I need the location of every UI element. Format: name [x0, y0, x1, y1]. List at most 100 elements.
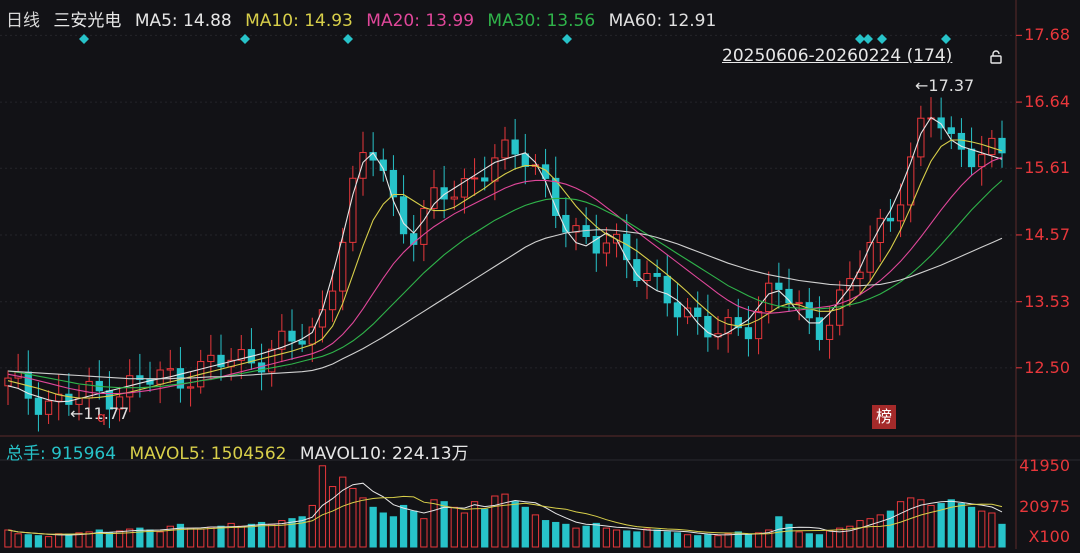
- candle-body: [186, 386, 195, 389]
- volume-bar: [876, 514, 884, 548]
- volume-bar: [115, 530, 124, 548]
- volume-bar: [126, 528, 134, 548]
- candle-body: [318, 309, 327, 328]
- candle-body: [602, 242, 611, 254]
- candle-body: [683, 307, 692, 318]
- candle-body: [612, 233, 621, 244]
- price-tick-label: 15.61: [1024, 158, 1070, 178]
- candle-body: [237, 349, 245, 361]
- volume-bar: [836, 527, 844, 548]
- volume-bar: [653, 529, 661, 548]
- price-header: 日线 三安光电 MA5: 14.88 MA10: 14.93 MA20: 13.…: [6, 6, 724, 31]
- volume-bar: [44, 536, 53, 548]
- volume-bar: [795, 531, 803, 548]
- candle-body: [744, 327, 753, 340]
- volume-bar: [602, 527, 611, 548]
- event-diamond: [240, 34, 250, 44]
- volume-bar: [927, 504, 935, 548]
- candle-body: [947, 127, 955, 134]
- volume-bar: [328, 486, 337, 548]
- volume-bar: [105, 532, 114, 548]
- candle-body: [663, 275, 671, 304]
- volume-bar: [785, 523, 793, 548]
- price-tick-label: 16.64: [1024, 92, 1070, 112]
- candle-body: [957, 132, 966, 150]
- volume-bar: [217, 525, 225, 548]
- candle-body: [785, 288, 793, 304]
- candle-body: [349, 177, 357, 243]
- candle-body: [278, 330, 286, 350]
- volume-bar: [978, 510, 986, 548]
- candle-body: [592, 235, 600, 254]
- volume-bar: [805, 533, 813, 548]
- candle-body: [115, 396, 124, 410]
- candle-body: [166, 368, 174, 371]
- candle-body: [754, 311, 763, 340]
- ma-line-ma30: [7, 179, 1003, 389]
- candle-body: [420, 207, 428, 245]
- volume-bar: [531, 514, 540, 548]
- volume-bar: [75, 532, 83, 548]
- candle-body: [673, 302, 682, 318]
- volume-bar: [907, 497, 915, 548]
- candle-body: [521, 153, 529, 167]
- volume-bar: [207, 526, 215, 548]
- high-annotation: ←17.37: [915, 76, 975, 95]
- volume-bar: [886, 510, 895, 548]
- candle-body: [876, 217, 884, 244]
- price-tick-label: 17.68: [1024, 25, 1070, 45]
- volume-bar: [633, 531, 641, 548]
- ranking-badge[interactable]: 榜: [872, 405, 896, 429]
- price-tick-label: 14.57: [1024, 224, 1070, 244]
- candle-body: [328, 290, 337, 311]
- volume-bar: [998, 523, 1006, 548]
- volume-bar: [612, 529, 621, 548]
- volume-bar: [136, 527, 144, 548]
- volume-bar: [460, 512, 469, 548]
- volume-bar: [298, 516, 306, 548]
- volume-bar: [288, 518, 296, 548]
- volume-bar: [967, 506, 976, 548]
- volume-bar: [572, 527, 580, 548]
- volume-bar: [623, 530, 631, 548]
- total-volume-label: 总手: 915964: [6, 444, 117, 464]
- volume-bar: [541, 520, 550, 548]
- volume-bar: [957, 503, 966, 548]
- candle-body: [389, 169, 398, 198]
- volume-bar: [856, 520, 864, 548]
- volume-bar: [815, 534, 824, 548]
- volume-bar: [176, 523, 185, 548]
- volume-bar: [714, 535, 722, 548]
- mavol10-label: MAVOL10: 224.13万: [299, 444, 469, 464]
- volume-bar: [95, 529, 103, 548]
- stock-name: 三安光电: [53, 11, 122, 31]
- candle-body: [694, 307, 702, 317]
- volume-bar: [34, 535, 43, 548]
- candle-body: [308, 326, 316, 345]
- volume-bar: [237, 525, 245, 548]
- volume-bar: [663, 531, 671, 548]
- candle-body: [541, 164, 550, 179]
- volume-bar: [369, 506, 377, 548]
- volume-bar: [450, 506, 458, 548]
- volume-bar: [339, 476, 347, 548]
- candle-body: [825, 324, 834, 340]
- candle-body: [511, 139, 519, 155]
- mavol5-label: MAVOL5: 1504562: [129, 444, 287, 464]
- lock-icon[interactable]: [990, 50, 1002, 64]
- candle-body: [440, 187, 448, 200]
- candle-body: [704, 315, 712, 338]
- candle-body: [288, 330, 296, 342]
- candle-body: [775, 282, 783, 290]
- volume-bar: [481, 508, 489, 548]
- candle-body: [399, 196, 408, 235]
- candle-body: [815, 317, 824, 340]
- event-marker[interactable]: q: [97, 410, 106, 426]
- candle-body: [623, 233, 631, 261]
- candle-body: [34, 397, 43, 415]
- date-range-label[interactable]: 20250606-20260224 (174): [722, 46, 953, 66]
- candle-body: [846, 278, 854, 291]
- period-label[interactable]: 日线: [6, 11, 40, 31]
